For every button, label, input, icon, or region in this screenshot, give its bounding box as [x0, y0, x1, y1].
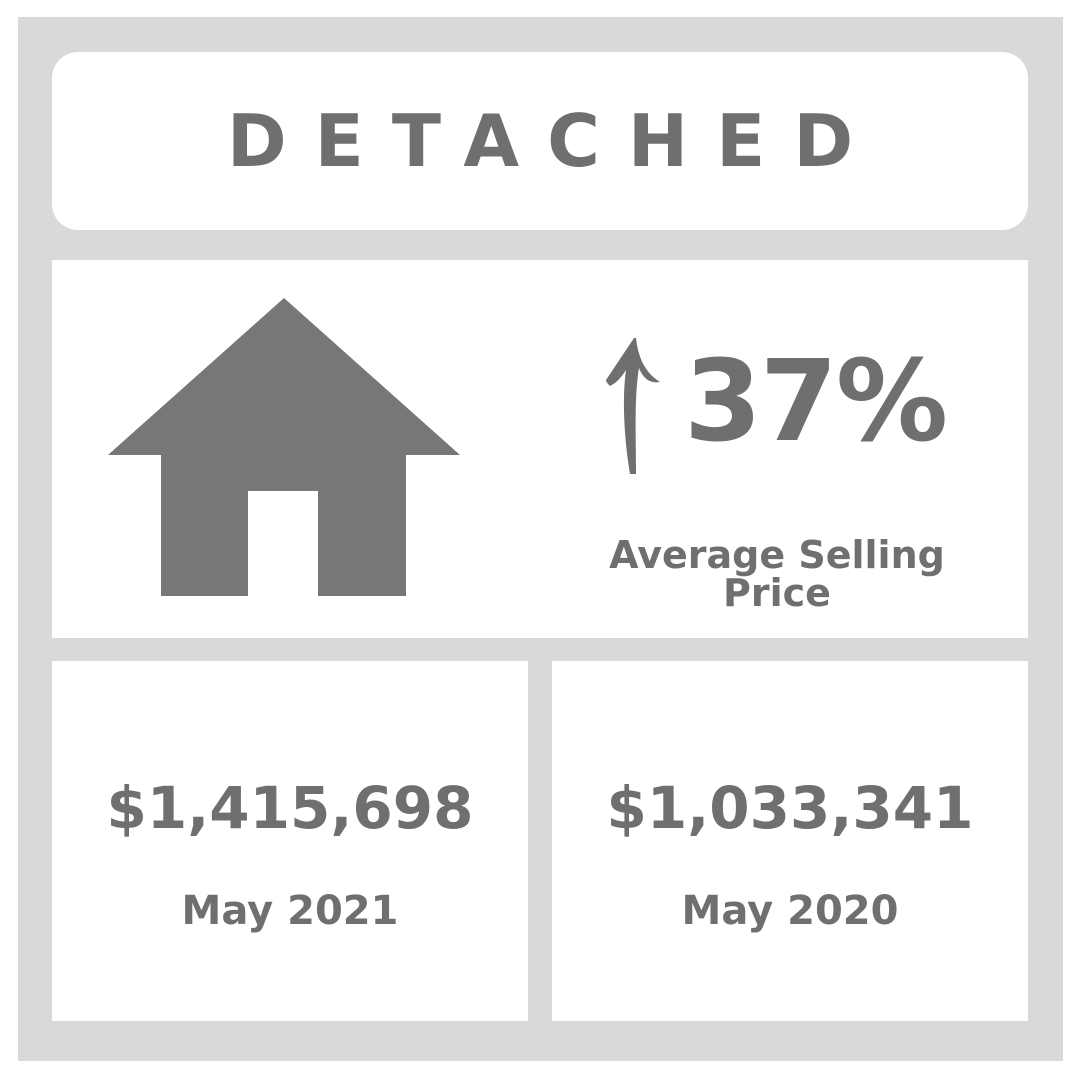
- price-value: $1,415,698: [106, 774, 474, 842]
- up-arrow-icon: [606, 338, 660, 474]
- price-card-current: $1,415,698 May 2021: [52, 661, 528, 1021]
- house-icon: [108, 298, 460, 596]
- house-shape: [108, 298, 460, 596]
- price-card-previous: $1,033,341 May 2020: [552, 661, 1028, 1021]
- price-period: May 2020: [681, 888, 899, 934]
- change-stat: 37%: [604, 338, 994, 478]
- price-value: $1,033,341: [606, 774, 974, 842]
- summary-card: 37% Average Selling Price: [52, 260, 1028, 638]
- title-card: DETACHED: [52, 52, 1028, 230]
- arrow-shape: [606, 338, 660, 474]
- price-period: May 2021: [181, 888, 399, 934]
- metric-label: Average Selling Price: [609, 533, 945, 615]
- page-title: DETACHED: [226, 99, 882, 183]
- change-percent: 37%: [684, 337, 948, 467]
